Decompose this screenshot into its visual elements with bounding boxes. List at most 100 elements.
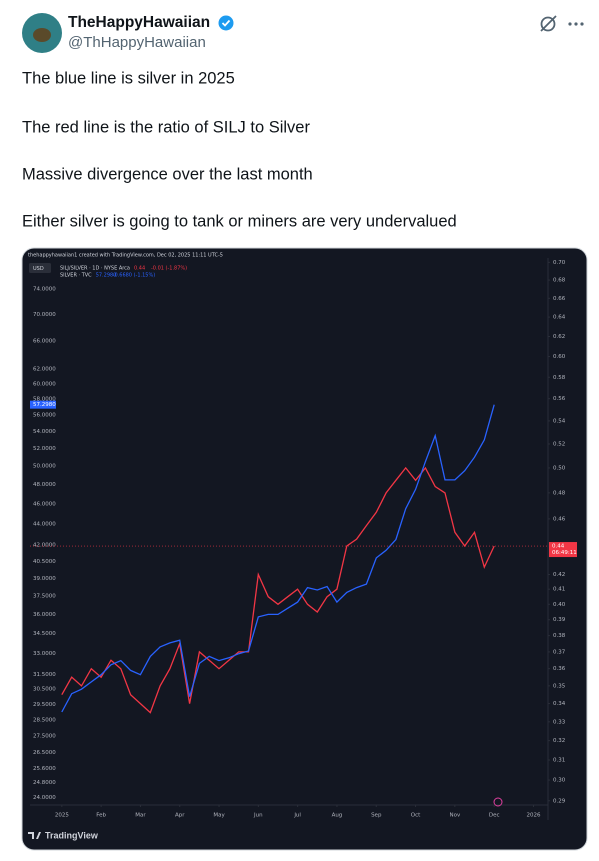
legend-value: 0.44 — [134, 266, 145, 272]
y2-tick-label: 0.58 — [553, 375, 566, 381]
x-tick-label: Feb — [96, 813, 106, 819]
alarm-icon[interactable] — [493, 797, 503, 807]
watermark: TradingView — [45, 830, 99, 840]
y-tick-label: 42.0000 — [33, 542, 56, 548]
y-tick-label: 48.0000 — [33, 482, 56, 488]
y-tick-label: 33.0000 — [33, 651, 56, 657]
y2-tick-label: 0.33 — [553, 719, 566, 725]
y-tick-label: 60.0000 — [33, 381, 56, 387]
y2-tick-label: 0.37 — [553, 649, 566, 655]
y2-tick-label: 0.36 — [553, 666, 566, 672]
price-tag-label: 0.44 — [552, 544, 565, 550]
x-tick-label: Jul — [293, 813, 301, 819]
currency-box — [29, 263, 51, 273]
y-tick-label: 70.0000 — [33, 312, 56, 318]
countdown: 06:49:11 — [552, 550, 577, 556]
y-tick-label: 62.0000 — [33, 367, 56, 373]
legend-value: 57.2980 — [96, 273, 117, 279]
y2-tick-label: 0.60 — [553, 354, 566, 360]
avatar-turtle — [33, 28, 51, 42]
y2-tick-label: 0.39 — [553, 617, 566, 623]
x-tick-label: Mar — [135, 813, 146, 819]
y2-tick-label: 0.41 — [553, 587, 565, 593]
y-tick-label: 24.0000 — [33, 795, 56, 801]
x-tick-label: Jun — [253, 813, 263, 819]
y-tick-label: 25.6000 — [33, 766, 56, 772]
x-tick-label: Apr — [175, 813, 185, 819]
y2-tick-label: 0.32 — [553, 738, 565, 744]
y-tick-label: 24.8000 — [33, 780, 56, 786]
grok-icon[interactable] — [540, 15, 557, 32]
y-tick-label: 58.0000 — [33, 397, 56, 403]
legend-name: SILJ/SILVER · 1D · NYSE Arca — [60, 266, 130, 272]
y2-tick-label: 0.70 — [553, 260, 566, 266]
x-tick-label: Aug — [332, 813, 343, 819]
legend-name: SILVER · TVC — [60, 273, 92, 279]
y-tick-label: 44.0000 — [33, 521, 56, 527]
y2-tick-label: 0.29 — [553, 798, 566, 804]
chart-image[interactable] — [21, 247, 588, 851]
y2-tick-label: 0.64 — [553, 315, 566, 321]
legend-change: -0.6680 (-1.15%) — [113, 273, 156, 279]
y2-tick-label: 0.38 — [553, 633, 566, 639]
y2-tick-label: 0.50 — [553, 465, 566, 471]
tweet-text: The blue line is silver in 2025 — [22, 69, 235, 87]
y2-tick-label: 0.62 — [553, 334, 565, 340]
y-tick-label: 40.5000 — [33, 559, 56, 565]
y-tick-label: 28.5000 — [33, 717, 56, 723]
y2-tick-label: 0.52 — [553, 441, 565, 447]
x-tick-label: Oct — [411, 813, 421, 819]
tv-logo: TradingView — [28, 830, 99, 840]
y-tick-label: 39.0000 — [33, 576, 56, 582]
x-tick-label: 2025 — [55, 813, 69, 819]
y-tick-label: 66.0000 — [33, 338, 56, 344]
y-tick-label: 31.5000 — [33, 672, 56, 678]
x-tick-label: May — [213, 813, 225, 819]
y-tick-label: 26.5000 — [33, 750, 56, 756]
y2-tick-label: 0.46 — [553, 516, 566, 522]
y2-tick-label: 0.30 — [553, 778, 566, 784]
y2-tick-label: 0.56 — [553, 396, 566, 402]
y-tick-label: 37.5000 — [33, 593, 56, 599]
tweet-text: Either silver is going to tank or miners… — [22, 212, 457, 230]
y-tick-label: 34.5000 — [33, 631, 56, 637]
y2-tick-label: 0.48 — [553, 490, 566, 496]
author-name[interactable]: TheHappyHawaiian — [68, 14, 210, 31]
more-icon[interactable] — [568, 22, 584, 26]
verified-badge — [218, 15, 234, 31]
y-tick-label: 46.0000 — [33, 501, 56, 507]
y-tick-label: 50.0000 — [33, 464, 56, 470]
tweet-text: The red line is the ratio of SILJ to Sil… — [22, 118, 310, 136]
y-tick-label: 74.0000 — [33, 287, 56, 293]
y2-tick-label: 0.42 — [553, 572, 565, 578]
x-tick-label: Nov — [449, 813, 460, 819]
y-tick-label: 27.5000 — [33, 733, 56, 739]
price-tag — [30, 400, 56, 409]
price-tag — [549, 542, 577, 558]
tweet-text: Massive divergence over the last month — [22, 165, 313, 183]
x-tick-label: Sep — [371, 813, 382, 819]
y-tick-label: 54.0000 — [33, 429, 56, 435]
y-tick-label: 36.0000 — [33, 612, 56, 618]
series-line — [61, 404, 495, 713]
price-tag-label: 57.2980 — [33, 402, 56, 408]
currency: USD — [33, 266, 44, 272]
y2-tick-label: 0.54 — [553, 418, 566, 424]
author-handle[interactable]: @ThHappyHawaiian — [68, 34, 206, 51]
chart-header: thehappyhawaiian1 created with TradingVi… — [28, 253, 223, 259]
y2-tick-label: 0.68 — [553, 278, 566, 284]
y-tick-label: 56.0000 — [33, 413, 56, 419]
y2-tick-label: 0.35 — [553, 683, 566, 689]
y-tick-label: 29.5000 — [33, 702, 56, 708]
y2-tick-label: 0.34 — [553, 701, 566, 707]
y2-tick-label: 0.40 — [553, 602, 566, 608]
x-tick-label: 2026 — [526, 813, 540, 819]
legend-change: -0.01 (-1.87%) — [151, 266, 187, 272]
x-tick-label: Dec — [489, 813, 500, 819]
y-tick-label: 52.0000 — [33, 446, 56, 452]
y2-tick-label: 0.66 — [553, 296, 566, 302]
y-tick-label: 30.5000 — [33, 687, 56, 693]
y2-tick-label: 0.31 — [553, 758, 565, 764]
